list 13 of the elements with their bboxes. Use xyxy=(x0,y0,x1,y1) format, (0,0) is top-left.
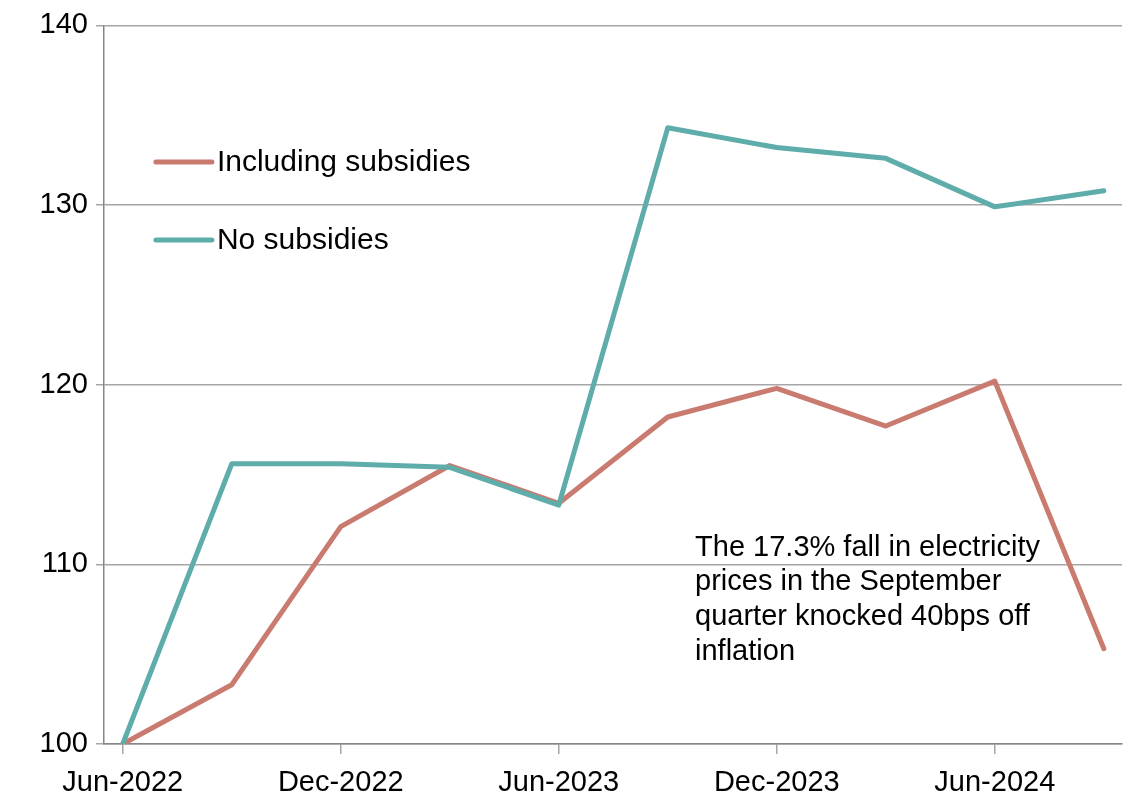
y-tick-label: 120 xyxy=(39,366,88,399)
x-tick-label: Jun-2024 xyxy=(934,765,1056,798)
y-tick-label: 130 xyxy=(39,187,88,220)
annotation: The 17.3% fall in electricity prices in the September quarter knocked 40bps off inflation xyxy=(695,529,1041,666)
y-tick-label: 110 xyxy=(41,546,88,579)
legend-label: Including subsidies xyxy=(216,144,471,178)
x-tick-label: Jun-2022 xyxy=(62,765,184,798)
y-tick-label: 100 xyxy=(39,726,88,758)
x-tick-label: Dec-2023 xyxy=(713,765,840,798)
y-tick-label: 140 xyxy=(39,7,88,40)
x-tick-label: Dec-2022 xyxy=(277,765,404,798)
legend-label: No subsidies xyxy=(216,222,389,256)
x-tick-label: Jun-2023 xyxy=(498,765,620,798)
